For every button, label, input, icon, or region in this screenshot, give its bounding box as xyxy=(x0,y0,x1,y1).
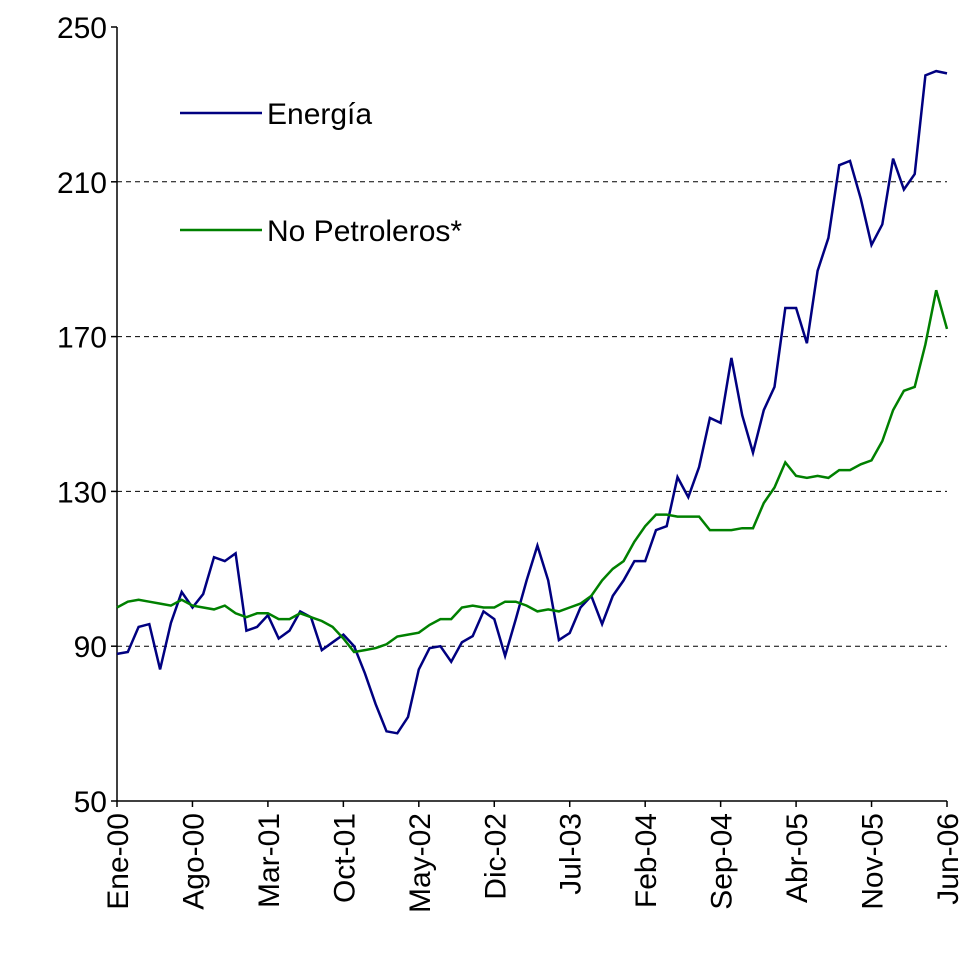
x-tick-label: Sep-04 xyxy=(706,813,739,910)
legend-label: No Petroleros* xyxy=(267,215,462,248)
x-tick-label: Ene-00 xyxy=(102,813,135,910)
y-tick-label: 90 xyxy=(74,631,107,664)
x-tick-label: Jul-03 xyxy=(555,813,588,895)
x-tick-label: Nov-05 xyxy=(857,813,890,910)
x-tick-label: May-02 xyxy=(404,813,437,913)
y-tick-label: 170 xyxy=(57,322,107,355)
series-line xyxy=(116,69,948,735)
series-line xyxy=(116,289,949,654)
x-tick-label: Abr-05 xyxy=(781,813,814,903)
legend-label: Energía xyxy=(267,98,372,131)
y-tick-label: 250 xyxy=(57,12,107,45)
x-tick-label: Oct-01 xyxy=(328,813,361,903)
x-tick-label: Jun-06 xyxy=(932,813,965,905)
y-tick-label: 130 xyxy=(57,476,107,509)
x-tick-label: Mar-01 xyxy=(253,813,286,908)
x-tick-label: Ago-00 xyxy=(177,813,210,910)
x-tick-label: Dic-02 xyxy=(479,813,512,900)
y-tick-label: 210 xyxy=(57,167,107,200)
x-tick-label: Feb-04 xyxy=(630,813,663,908)
y-tick-label: 50 xyxy=(74,786,107,819)
